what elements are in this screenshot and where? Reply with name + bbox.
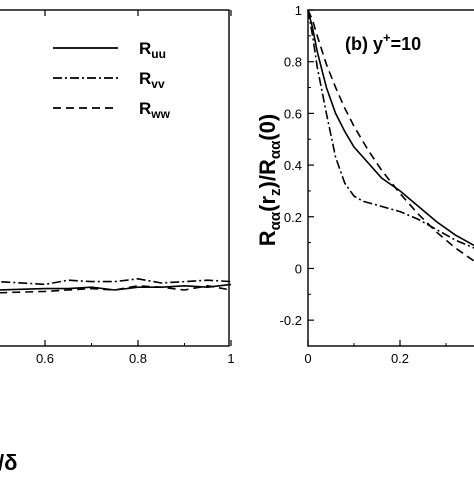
series-line-b-dashed	[307, 9, 474, 262]
ylabel-zero: (0)	[255, 114, 280, 141]
ylabel-div: )/R	[255, 159, 280, 188]
legend-symbol: R	[139, 69, 151, 88]
y-tick-label-b: 0.8	[284, 55, 302, 70]
y-tick-label-b: 1	[295, 3, 302, 18]
panel-label-b: (b)	[345, 34, 368, 54]
plot-frame-b	[307, 9, 474, 347]
y-tick-label-b: 0.2	[284, 210, 302, 225]
series-line-b-solid	[307, 9, 474, 247]
legend-symbol: R	[139, 99, 151, 118]
legend-symbol: R	[139, 39, 151, 58]
x-tick-label-a: 0.6	[36, 351, 54, 366]
y-tick-label-b: -0.2	[280, 313, 302, 328]
annotation-value: =10	[391, 34, 422, 54]
annotation-superscript: +	[383, 30, 391, 45]
ylabel-sub1: αα	[267, 211, 284, 230]
y-tick-label-b: 0	[295, 261, 302, 276]
y-tick-label-b: 0.4	[284, 158, 302, 173]
annotation-y: y	[368, 34, 383, 54]
x-tick-label-b: 0.2	[391, 351, 409, 366]
legend-label-vv: Rvv	[139, 69, 165, 91]
ylabel-r: (r	[255, 196, 280, 212]
ylabel-R: R	[255, 230, 280, 246]
ylabel-sub3: αα	[267, 140, 284, 159]
x-tick-label-b: 0	[304, 351, 311, 366]
legend-subscript: uu	[151, 47, 166, 61]
legend-subscript: ww	[150, 107, 170, 121]
x-tick-label-a: 1	[227, 351, 234, 366]
legend-label-ww: Rww	[139, 99, 171, 121]
series-line-a-ww	[0, 284, 232, 294]
legend-subscript: vv	[151, 77, 165, 91]
series-line-a-uu	[0, 283, 232, 291]
y-axis-label-b: Rαα(rz)/Rαα(0)	[255, 114, 284, 246]
series-line-a-vv	[0, 277, 232, 286]
ylabel-sub2: z	[267, 188, 284, 196]
x-tick-label-a: 0.8	[129, 351, 147, 366]
x-axis-label-a: /δ	[0, 450, 17, 474]
plot-frame-a	[0, 9, 230, 347]
legend-label-uu: Ruu	[139, 39, 166, 61]
y-tick-label-b: 0.6	[284, 106, 302, 121]
series-line-b-dashdot	[307, 9, 474, 249]
panel-annotation-b: (b) y+=10	[345, 30, 421, 54]
